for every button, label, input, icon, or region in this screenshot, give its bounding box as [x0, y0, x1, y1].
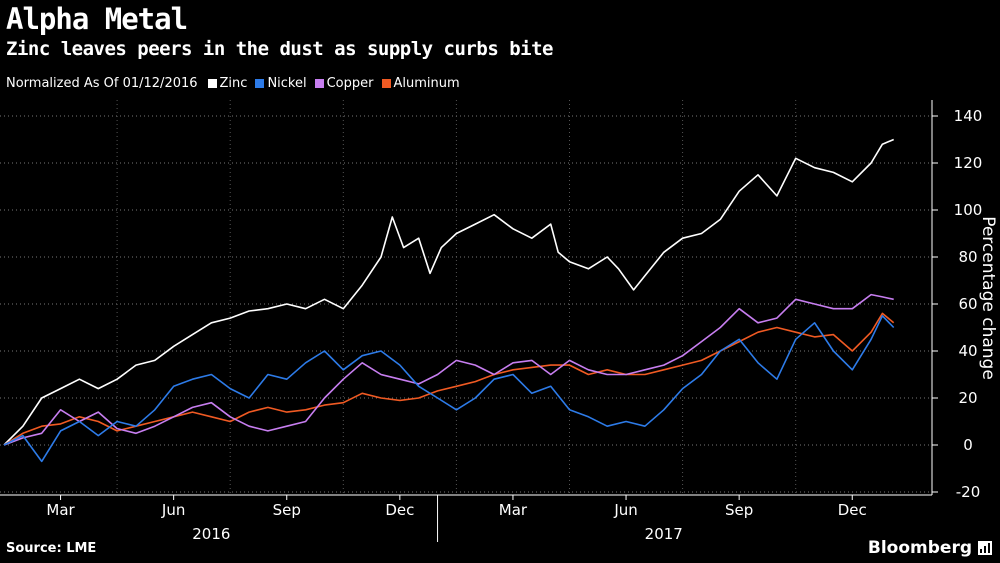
- series-line-zinc: [3, 138, 895, 446]
- legend-swatch-zinc: [207, 79, 217, 88]
- legend-swatch-aluminum: [381, 79, 391, 88]
- legend-item-aluminum: Aluminum: [381, 76, 460, 91]
- y-tick-label: 40: [958, 342, 977, 360]
- y-tick-label: -20: [956, 483, 981, 501]
- series-line-nickel: [3, 315, 895, 463]
- legend-label-zinc: Zinc: [219, 76, 248, 91]
- legend-label-aluminum: Aluminum: [393, 76, 460, 91]
- legend-note: Normalized As Of 01/12/2016: [6, 76, 198, 91]
- y-tick-label: 140: [954, 107, 983, 125]
- legend-item-nickel: Nickel: [255, 76, 307, 91]
- source-note: Source: LME: [6, 541, 97, 556]
- x-tick-label: Jun: [613, 501, 637, 519]
- legend-label-nickel: Nickel: [267, 76, 307, 91]
- y-tick-label: 120: [954, 154, 983, 172]
- chart-title: Alpha Metal: [6, 2, 188, 36]
- legend-swatch-copper: [314, 79, 324, 88]
- chart-subtitle: Zinc leaves peers in the dust as supply …: [6, 38, 553, 60]
- x-tick-label: Jun: [161, 501, 185, 519]
- x-tick-label: Dec: [838, 501, 867, 519]
- x-tick-label: Sep: [725, 501, 753, 519]
- brand-logo: Bloomberg: [868, 538, 992, 558]
- x-tick-label: Mar: [499, 501, 528, 519]
- year-label: 2017: [645, 525, 683, 543]
- y-tick-label: 80: [958, 248, 977, 266]
- legend: Normalized As Of 01/12/2016 Zinc Nickel …: [6, 76, 468, 91]
- legend-item-copper: Copper: [314, 76, 374, 91]
- y-tick-label: 100: [954, 201, 983, 219]
- bloomberg-bars-icon: [978, 541, 992, 555]
- legend-item-zinc: Zinc: [207, 76, 248, 91]
- brand-name: Bloomberg: [867, 538, 972, 558]
- y-tick-label: 60: [958, 295, 977, 313]
- y-tick-label: 0: [963, 436, 973, 454]
- series-line-aluminum: [3, 312, 895, 446]
- legend-swatch-nickel: [255, 79, 265, 88]
- y-tick-label: 20: [958, 389, 977, 407]
- series-line-copper: [3, 293, 894, 446]
- y-axis-title: Percentage change: [978, 216, 998, 380]
- x-tick-label: Mar: [46, 501, 75, 519]
- year-label: 2016: [192, 525, 230, 543]
- x-tick-label: Sep: [273, 501, 301, 519]
- x-tick-label: Dec: [385, 501, 414, 519]
- legend-label-copper: Copper: [326, 76, 374, 91]
